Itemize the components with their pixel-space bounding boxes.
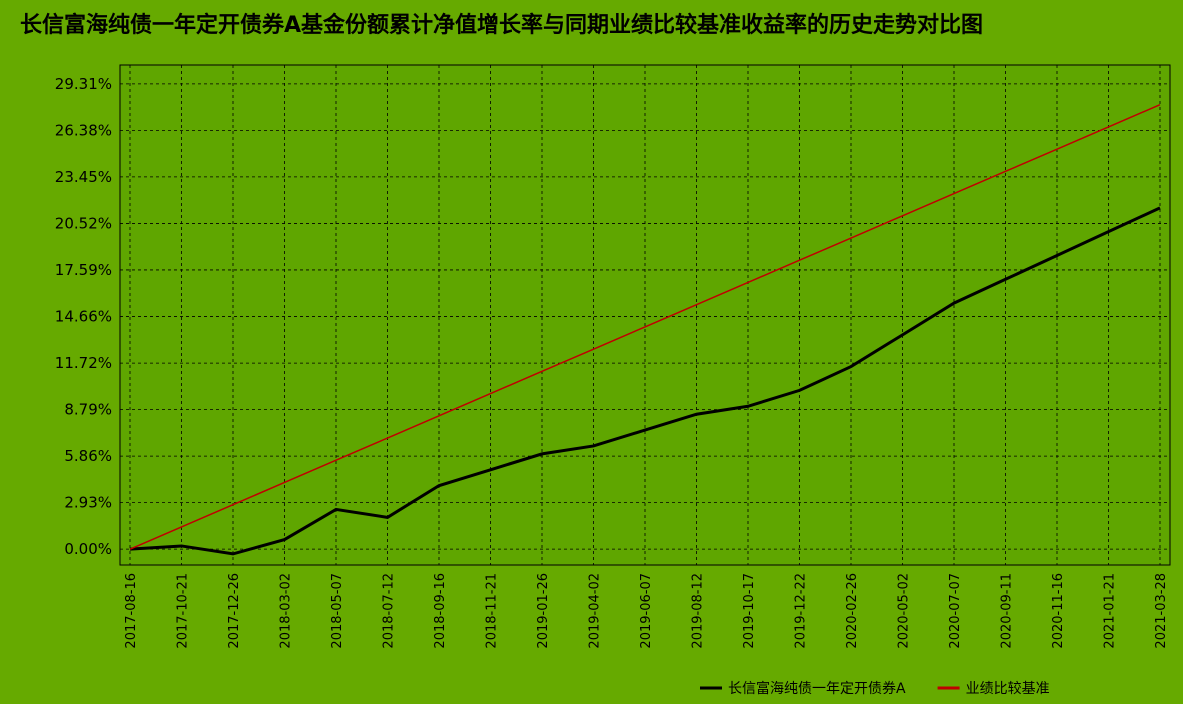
x-tick-label: 2020-02-26 [845, 573, 860, 649]
chart-title: 长信富海纯债一年定开债券A基金份额累计净值增长率与同期业绩比较基准收益率的历史走… [20, 12, 983, 38]
x-tick-label: 2017-08-16 [124, 573, 139, 649]
y-tick-label: 8.79% [64, 401, 112, 419]
x-tick-label: 2020-09-11 [1000, 573, 1015, 649]
legend-label: 长信富海纯债一年定开债券A [728, 680, 906, 697]
x-tick-label: 2021-01-21 [1103, 573, 1118, 649]
x-tick-label: 2018-07-12 [382, 573, 397, 649]
y-tick-label: 29.31% [55, 75, 112, 93]
x-tick-label: 2018-11-21 [485, 573, 500, 649]
y-tick-label: 0.00% [64, 540, 112, 558]
x-tick-label: 2019-10-17 [742, 573, 757, 649]
x-tick-label: 2020-05-02 [897, 573, 912, 649]
x-tick-label: 2019-06-07 [639, 573, 654, 649]
x-tick-label: 2018-05-07 [330, 573, 345, 649]
x-tick-label: 2017-10-21 [176, 573, 191, 649]
x-tick-label: 2019-01-26 [536, 573, 551, 649]
y-tick-label: 5.86% [64, 447, 112, 465]
y-tick-label: 20.52% [55, 214, 112, 232]
y-tick-label: 14.66% [55, 307, 112, 325]
chart: 长信富海纯债一年定开债券A基金份额累计净值增长率与同期业绩比较基准收益率的历史走… [0, 0, 1183, 700]
y-tick-label: 23.45% [55, 168, 112, 186]
x-tick-label: 2020-11-16 [1051, 573, 1066, 649]
x-tick-label: 2020-07-07 [948, 573, 963, 649]
y-tick-label: 26.38% [55, 121, 112, 139]
x-tick-label: 2019-12-22 [794, 573, 809, 649]
y-tick-label: 11.72% [55, 354, 112, 372]
x-tick-label: 2019-04-02 [588, 573, 603, 649]
x-tick-label: 2019-08-12 [691, 573, 706, 649]
x-tick-label: 2018-09-16 [433, 573, 448, 649]
y-tick-label: 2.93% [64, 494, 112, 512]
x-tick-label: 2017-12-26 [227, 573, 242, 649]
x-tick-label: 2018-03-02 [279, 573, 294, 649]
page: 长信富海纯债一年定开债券A基金份额累计净值增长率与同期业绩比较基准收益率的历史走… [0, 0, 1183, 700]
legend-label: 业绩比较基准 [966, 680, 1050, 697]
y-tick-label: 17.59% [55, 261, 112, 279]
x-tick-label: 2021-03-28 [1154, 573, 1169, 649]
